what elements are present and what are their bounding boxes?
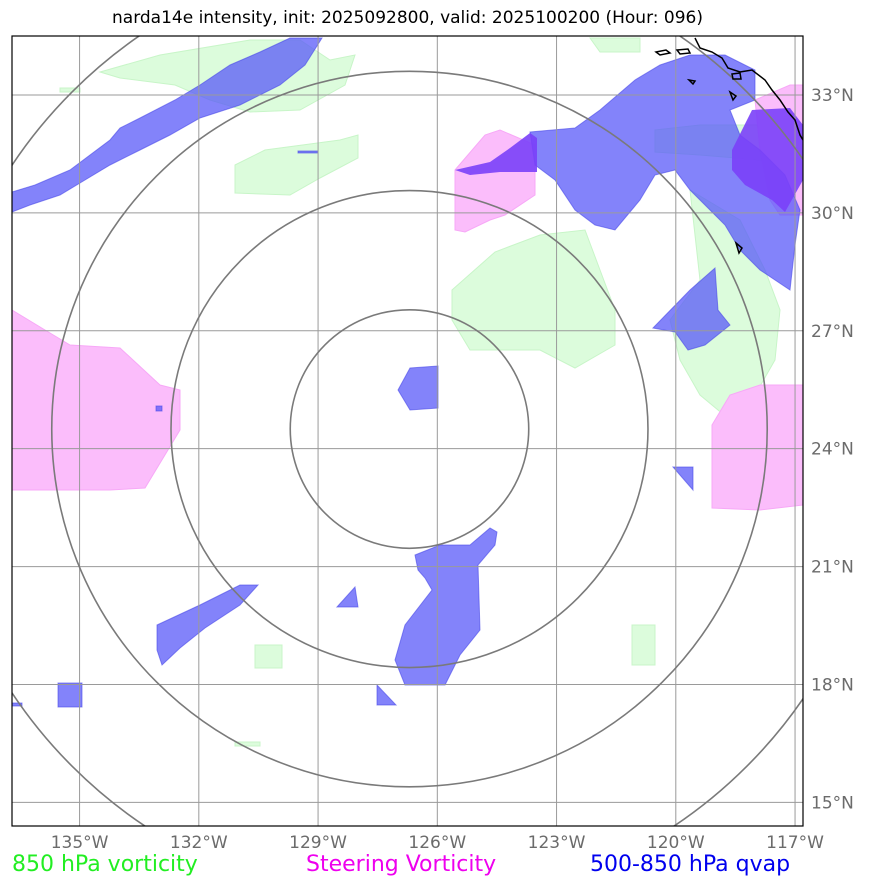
y-tick-label: 21°N bbox=[811, 558, 854, 578]
x-tick-label: 120°W bbox=[647, 833, 705, 853]
qvap-patch bbox=[57, 682, 83, 708]
qvap-patch bbox=[529, 54, 801, 291]
y-tick-label: 27°N bbox=[811, 322, 854, 342]
qvap-patch bbox=[671, 466, 694, 492]
qvap-patch bbox=[156, 584, 260, 666]
y-tick-label: 18°N bbox=[811, 676, 854, 696]
qvap-fields bbox=[12, 37, 801, 708]
steering-vorticity-patch bbox=[711, 384, 803, 511]
island-outline bbox=[731, 72, 742, 80]
legend-label: Steering Vorticity bbox=[306, 852, 497, 877]
legend-label: 500-850 hPa qvap bbox=[590, 852, 791, 877]
qvap-patch bbox=[651, 266, 731, 351]
y-tick-label: 30°N bbox=[811, 204, 854, 224]
qvap-patch bbox=[335, 585, 359, 608]
vorticity-850-patch bbox=[59, 87, 81, 93]
vorticity-850-patch bbox=[451, 229, 616, 369]
vorticity-850-patch bbox=[589, 37, 641, 53]
y-tick-label: 15°N bbox=[811, 793, 854, 813]
island-outline bbox=[686, 78, 697, 86]
x-tick-label: 123°W bbox=[528, 833, 586, 853]
coastline bbox=[654, 37, 803, 255]
gridlines bbox=[12, 36, 803, 826]
overlap-patch bbox=[455, 133, 537, 175]
legend-qvap: 500-850 hPa qvap bbox=[590, 852, 790, 877]
steering-vorticity-patch bbox=[12, 309, 181, 491]
legend-850-vorticity: 850 hPa vorticity bbox=[12, 852, 198, 877]
x-tick-label: 129°W bbox=[289, 833, 347, 853]
y-tick-label: 33°N bbox=[811, 86, 854, 106]
qvap-patch bbox=[12, 37, 323, 213]
qvap-patch bbox=[397, 365, 439, 411]
range-ring bbox=[289, 308, 530, 550]
vorticity-850-patch bbox=[254, 644, 283, 669]
qvap-patch bbox=[297, 150, 319, 154]
legend-steering-vorticity: Steering Vorticity bbox=[306, 852, 496, 877]
x-tick-label: 117°W bbox=[766, 833, 824, 853]
legend-label: 850 hPa vorticity bbox=[12, 852, 198, 877]
coastline-path bbox=[694, 37, 803, 141]
vorticity-850-patch bbox=[234, 134, 359, 196]
island-outline bbox=[734, 240, 743, 255]
x-tick-label: 132°W bbox=[170, 833, 228, 853]
plot-border bbox=[11, 35, 804, 827]
x-tick-label: 126°W bbox=[408, 833, 466, 853]
qvap-patch bbox=[394, 527, 498, 686]
x-tick-label: 135°W bbox=[51, 833, 109, 853]
qvap-patch bbox=[155, 405, 163, 412]
island-outline bbox=[728, 90, 738, 102]
range-ring bbox=[170, 189, 649, 669]
island-outline bbox=[654, 49, 672, 56]
qvap-patch bbox=[376, 683, 398, 706]
chart-title: narda14e intensity, init: 2025092800, va… bbox=[112, 8, 703, 28]
range-ring bbox=[50, 70, 769, 788]
y-axis-ticks: 15°N 18°N 21°N 24°N 27°N 30°N 33°N bbox=[811, 86, 854, 813]
island-outline bbox=[675, 48, 692, 55]
y-tick-label: 24°N bbox=[811, 440, 854, 460]
vorticity-850-patch bbox=[631, 624, 656, 666]
x-axis-ticks: 135°W 132°W 129°W 126°W 123°W 120°W 117°W bbox=[51, 833, 824, 853]
